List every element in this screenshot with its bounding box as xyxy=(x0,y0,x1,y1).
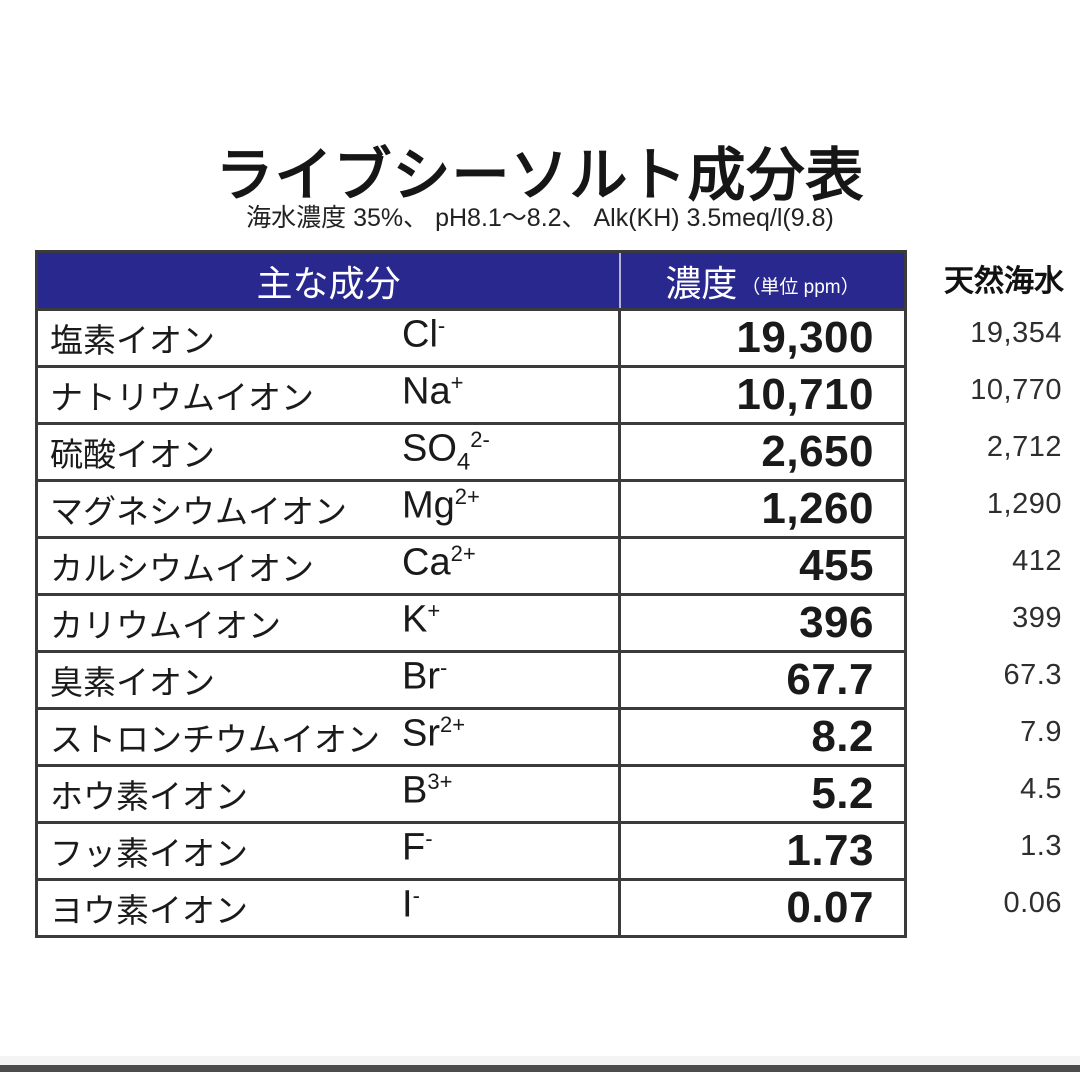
ion-name: マグネシウムイオン xyxy=(50,493,347,530)
ion-formula: B3+ xyxy=(402,769,453,813)
ion-formula: Br- xyxy=(402,655,448,699)
component-cell: ナトリウムイオン Na+ xyxy=(38,368,621,422)
photo-edge-light-strip xyxy=(0,1056,1080,1065)
composition-table: 主な成分 濃度 （単位 ppm） 塩素イオン Cl- 19,300 ナトリウムイ… xyxy=(35,250,907,938)
ion-formula: Na+ xyxy=(402,370,464,414)
component-cell: ホウ素イオン B3+ xyxy=(38,767,621,821)
natural-seawater-value: 10,770 xyxy=(970,374,1062,406)
ion-formula: I- xyxy=(402,883,420,927)
ion-name: ホウ素イオン xyxy=(50,778,248,815)
natural-seawater-column: 天然海水 19,354 10,770 2,712 1,290 412 399 6… xyxy=(918,250,1066,932)
ion-name: 硫酸イオン xyxy=(50,436,215,473)
ion-formula: Sr2+ xyxy=(402,712,466,756)
component-cell: カルシウムイオン Ca2+ xyxy=(38,539,621,593)
concentration-value: 10,710 xyxy=(736,370,874,419)
ion-formula: K+ xyxy=(402,598,441,642)
natural-seawater-value: 19,354 xyxy=(970,317,1062,349)
ion-name: カリウムイオン xyxy=(50,607,281,644)
table-body: 塩素イオン Cl- 19,300 ナトリウムイオン Na+ 10,710 硫酸イ… xyxy=(38,308,904,935)
component-cell: 臭素イオン Br- xyxy=(38,653,621,707)
component-cell: カリウムイオン K+ xyxy=(38,596,621,650)
component-cell: ストロンチウムイオン Sr2+ xyxy=(38,710,621,764)
photo-edge-dark-strip xyxy=(0,1065,1080,1072)
ion-formula: Ca2+ xyxy=(402,541,476,585)
concentration-value: 67.7 xyxy=(786,655,874,704)
table-row: 臭素イオン Br- 67.7 xyxy=(38,650,904,707)
natural-seawater-value: 4.5 xyxy=(1020,773,1062,805)
ion-name: ナトリウムイオン xyxy=(50,379,314,416)
natural-seawater-value: 399 xyxy=(1012,602,1062,634)
header-concentration: 濃度 （単位 ppm） xyxy=(621,253,904,308)
table-row: ホウ素イオン B3+ 5.2 xyxy=(38,764,904,821)
table-row: ナトリウムイオン Na+ 10,710 xyxy=(38,365,904,422)
natural-seawater-value: 1,290 xyxy=(986,488,1062,520)
header-concentration-unit: （単位 ppm） xyxy=(741,277,860,298)
natural-seawater-value: 0.06 xyxy=(1003,887,1062,919)
component-cell: フッ素イオン F- xyxy=(38,824,621,878)
concentration-value: 19,300 xyxy=(736,313,874,362)
table-row: ヨウ素イオン I- 0.07 xyxy=(38,878,904,935)
ion-formula: Cl- xyxy=(402,313,446,357)
header-concentration-label: 濃度 xyxy=(665,262,738,304)
table-row: ストロンチウムイオン Sr2+ 8.2 xyxy=(38,707,904,764)
page-subtitle: 海水濃度 35%、 pH8.1～8.2、 Alk(KH) 3.5meq/l(9.… xyxy=(246,204,834,232)
header-main-components: 主な成分 xyxy=(38,253,621,308)
natural-seawater-value: 67.3 xyxy=(1003,659,1062,691)
natural-seawater-values: 19,354 10,770 2,712 1,290 412 399 67.3 7… xyxy=(918,305,1066,932)
component-cell: マグネシウムイオン Mg2+ xyxy=(38,482,621,536)
table-row: 硫酸イオン SO42- 2,650 xyxy=(38,422,904,479)
ion-formula: SO42- xyxy=(402,427,490,476)
ion-name: カルシウムイオン xyxy=(50,550,314,587)
concentration-value: 455 xyxy=(799,541,874,590)
ion-name: 臭素イオン xyxy=(50,664,215,701)
ion-name: フッ素イオン xyxy=(50,835,248,872)
table-row: カルシウムイオン Ca2+ 455 xyxy=(38,536,904,593)
ion-formula: Mg2+ xyxy=(402,484,480,528)
table-header-row: 主な成分 濃度 （単位 ppm） xyxy=(38,253,904,308)
ion-name: ストロンチウムイオン xyxy=(50,721,380,758)
table-row: カリウムイオン K+ 396 xyxy=(38,593,904,650)
concentration-value: 5.2 xyxy=(811,769,874,818)
natural-seawater-value: 2,712 xyxy=(986,431,1062,463)
concentration-value: 1,260 xyxy=(761,484,874,533)
natural-seawater-value: 7.9 xyxy=(1020,716,1062,748)
component-cell: 塩素イオン Cl- xyxy=(38,311,621,365)
concentration-value: 2,650 xyxy=(761,427,874,476)
component-cell: 硫酸イオン SO42- xyxy=(38,425,621,479)
ion-formula: F- xyxy=(402,826,433,870)
concentration-value: 396 xyxy=(799,598,874,647)
natural-seawater-value: 412 xyxy=(1012,545,1062,577)
table-row: フッ素イオン F- 1.73 xyxy=(38,821,904,878)
natural-seawater-header: 天然海水 xyxy=(944,264,1064,298)
table-row: 塩素イオン Cl- 19,300 xyxy=(38,308,904,365)
ion-name: ヨウ素イオン xyxy=(50,892,248,929)
concentration-value: 8.2 xyxy=(811,712,874,761)
concentration-value: 0.07 xyxy=(786,883,874,932)
concentration-value: 1.73 xyxy=(786,826,874,875)
ion-name: 塩素イオン xyxy=(50,322,215,359)
natural-seawater-value: 1.3 xyxy=(1020,830,1062,862)
component-cell: ヨウ素イオン I- xyxy=(38,881,621,935)
page-title: ライブシーソルト成分表 xyxy=(215,143,865,208)
table-row: マグネシウムイオン Mg2+ 1,260 xyxy=(38,479,904,536)
